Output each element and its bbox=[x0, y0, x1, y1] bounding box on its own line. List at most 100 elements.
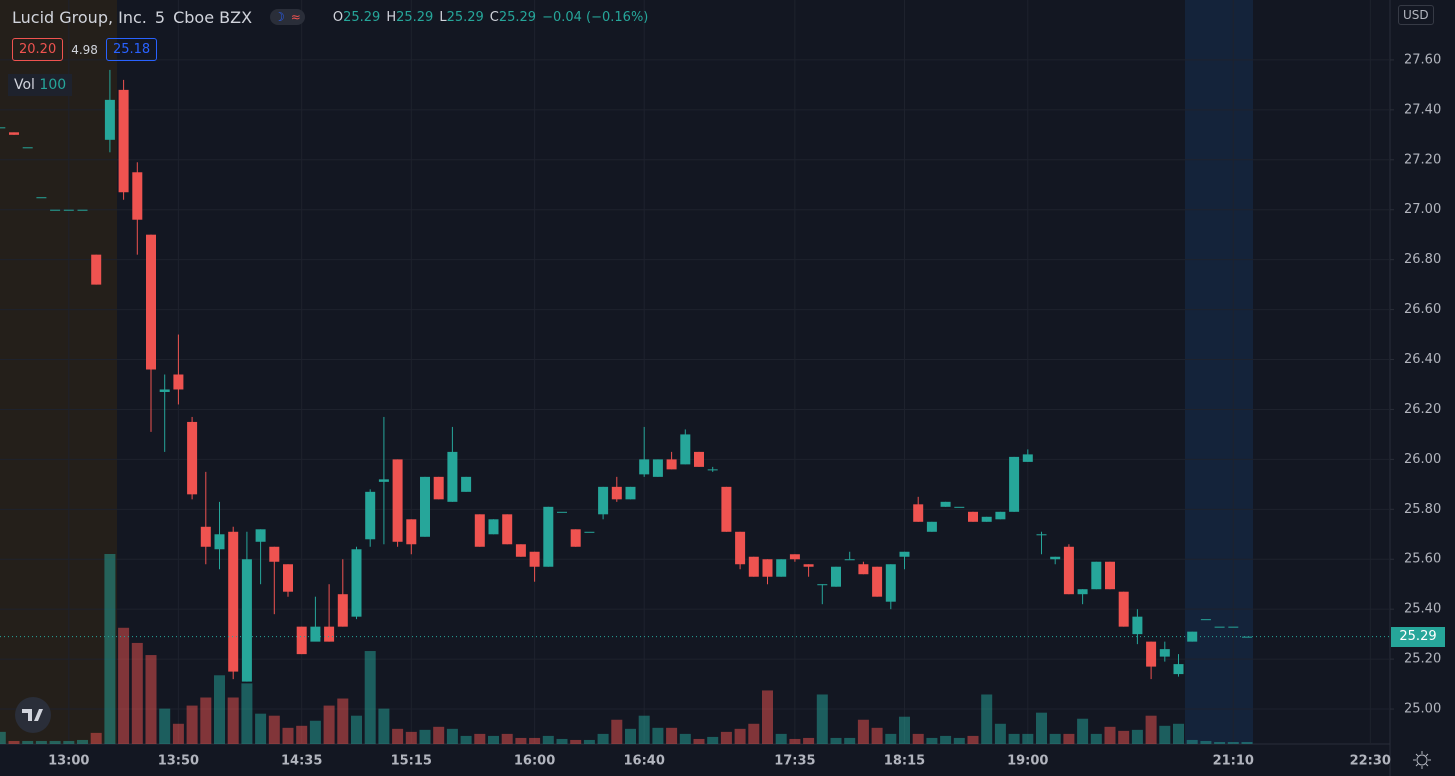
volume-bar bbox=[638, 715, 650, 744]
candle-body bbox=[91, 254, 102, 285]
volume-legend: Vol 100 bbox=[8, 74, 73, 96]
candle-body bbox=[1091, 561, 1102, 590]
volume-bar bbox=[1200, 740, 1212, 744]
candle-body bbox=[557, 511, 567, 513]
volume-bar bbox=[351, 715, 362, 744]
candle-body bbox=[940, 501, 951, 507]
settings-icon[interactable] bbox=[1413, 751, 1431, 769]
candle-body bbox=[310, 626, 321, 642]
volume-bar bbox=[611, 719, 623, 744]
candle-body bbox=[365, 491, 376, 540]
volume-bar bbox=[1008, 733, 1020, 744]
volume-bar bbox=[789, 738, 801, 744]
volume-bar bbox=[775, 733, 787, 744]
last-price-label: 25.29 bbox=[1391, 626, 1445, 647]
volume-bar bbox=[309, 720, 321, 744]
legend-key: H bbox=[386, 9, 397, 25]
candle-body bbox=[625, 486, 636, 500]
candle-body bbox=[283, 564, 293, 592]
legend-change: −0.04 (−0.16%) bbox=[542, 9, 649, 25]
volume-bar bbox=[488, 735, 499, 744]
candle-body bbox=[721, 486, 732, 532]
candle-body bbox=[63, 209, 74, 211]
candle-body bbox=[707, 469, 718, 471]
volume-bar bbox=[693, 738, 705, 744]
volume-bar bbox=[323, 705, 335, 744]
buy-badge[interactable]: 25.18 bbox=[105, 38, 158, 61]
symbol-title[interactable]: Lucid Group, Inc. bbox=[12, 7, 147, 27]
candle-body bbox=[1105, 561, 1115, 590]
volume-bar bbox=[1049, 733, 1061, 744]
volume-bar bbox=[899, 716, 910, 744]
candle-body bbox=[255, 529, 266, 542]
volume-bar bbox=[145, 655, 157, 744]
volume-bar bbox=[515, 737, 527, 744]
session-toggle[interactable]: ☽ ≈ bbox=[270, 9, 305, 25]
candle-body bbox=[735, 531, 746, 565]
candles bbox=[0, 69, 1252, 682]
volume-bar bbox=[679, 733, 691, 744]
candle-body bbox=[926, 521, 937, 532]
candle-body bbox=[584, 531, 595, 533]
candle-body bbox=[748, 556, 759, 577]
volume-bar bbox=[1173, 723, 1184, 744]
logo[interactable] bbox=[15, 697, 51, 733]
volume-bar bbox=[994, 723, 1006, 744]
y-tick-label: 26.00 bbox=[1404, 452, 1441, 467]
volume-bar bbox=[241, 683, 253, 744]
x-tick-label: 19:00 bbox=[1007, 754, 1048, 769]
interval[interactable]: 5 bbox=[154, 7, 166, 27]
volume-bar bbox=[1227, 741, 1239, 744]
volume-bar bbox=[378, 708, 390, 744]
volume-bar bbox=[981, 694, 993, 744]
candle-body bbox=[872, 566, 883, 597]
volume-bar bbox=[570, 739, 582, 744]
sell-badge[interactable]: 20.20 bbox=[12, 38, 64, 61]
volume-bar bbox=[1131, 729, 1143, 744]
candle-body bbox=[1146, 641, 1157, 667]
volume-bar bbox=[200, 697, 212, 744]
candle-body bbox=[228, 531, 239, 672]
candle-body bbox=[324, 626, 335, 642]
candle-body bbox=[666, 459, 677, 470]
x-tick-label: 16:00 bbox=[514, 754, 555, 769]
candle-body bbox=[844, 559, 855, 561]
volume-bar bbox=[1118, 730, 1130, 744]
y-tick-label: 25.00 bbox=[1404, 702, 1441, 717]
candle-body bbox=[77, 209, 88, 211]
volume-bar bbox=[652, 727, 664, 744]
currency[interactable]: USD bbox=[1398, 5, 1434, 25]
volume-bar bbox=[556, 738, 568, 744]
volume-bar bbox=[926, 737, 938, 744]
candle-body bbox=[598, 486, 609, 515]
spread: 4.98 bbox=[71, 42, 98, 57]
x-tick-label: 21:10 bbox=[1213, 754, 1254, 769]
candle-body bbox=[611, 486, 622, 500]
x-tick-label: 15:15 bbox=[391, 754, 432, 769]
volume-bar bbox=[118, 627, 130, 744]
candle-body bbox=[502, 514, 513, 545]
candle-body bbox=[817, 584, 828, 586]
y-tick-label: 26.80 bbox=[1404, 252, 1441, 267]
candle-body bbox=[885, 564, 896, 602]
candle-body bbox=[104, 99, 115, 140]
y-tick-label: 27.60 bbox=[1404, 52, 1441, 67]
volume-bar bbox=[1090, 733, 1102, 744]
candle-body bbox=[652, 459, 663, 477]
candle-body bbox=[269, 546, 280, 562]
volume-bar bbox=[501, 733, 513, 744]
volume-bar bbox=[1186, 739, 1198, 744]
volume-bar bbox=[1063, 733, 1075, 744]
volume-bar bbox=[90, 732, 102, 744]
grid bbox=[0, 0, 1390, 744]
legend-key: C bbox=[489, 9, 499, 25]
volume-bar bbox=[8, 740, 20, 744]
candle-body bbox=[1159, 649, 1170, 657]
volume-bar bbox=[364, 651, 376, 744]
volume-bar bbox=[460, 735, 472, 744]
candle-body bbox=[1173, 664, 1184, 675]
candle-body bbox=[776, 559, 787, 577]
x-tick-label: 13:00 bbox=[48, 754, 89, 769]
volume-title: Vol bbox=[14, 77, 35, 93]
volume-bar bbox=[1104, 726, 1116, 744]
